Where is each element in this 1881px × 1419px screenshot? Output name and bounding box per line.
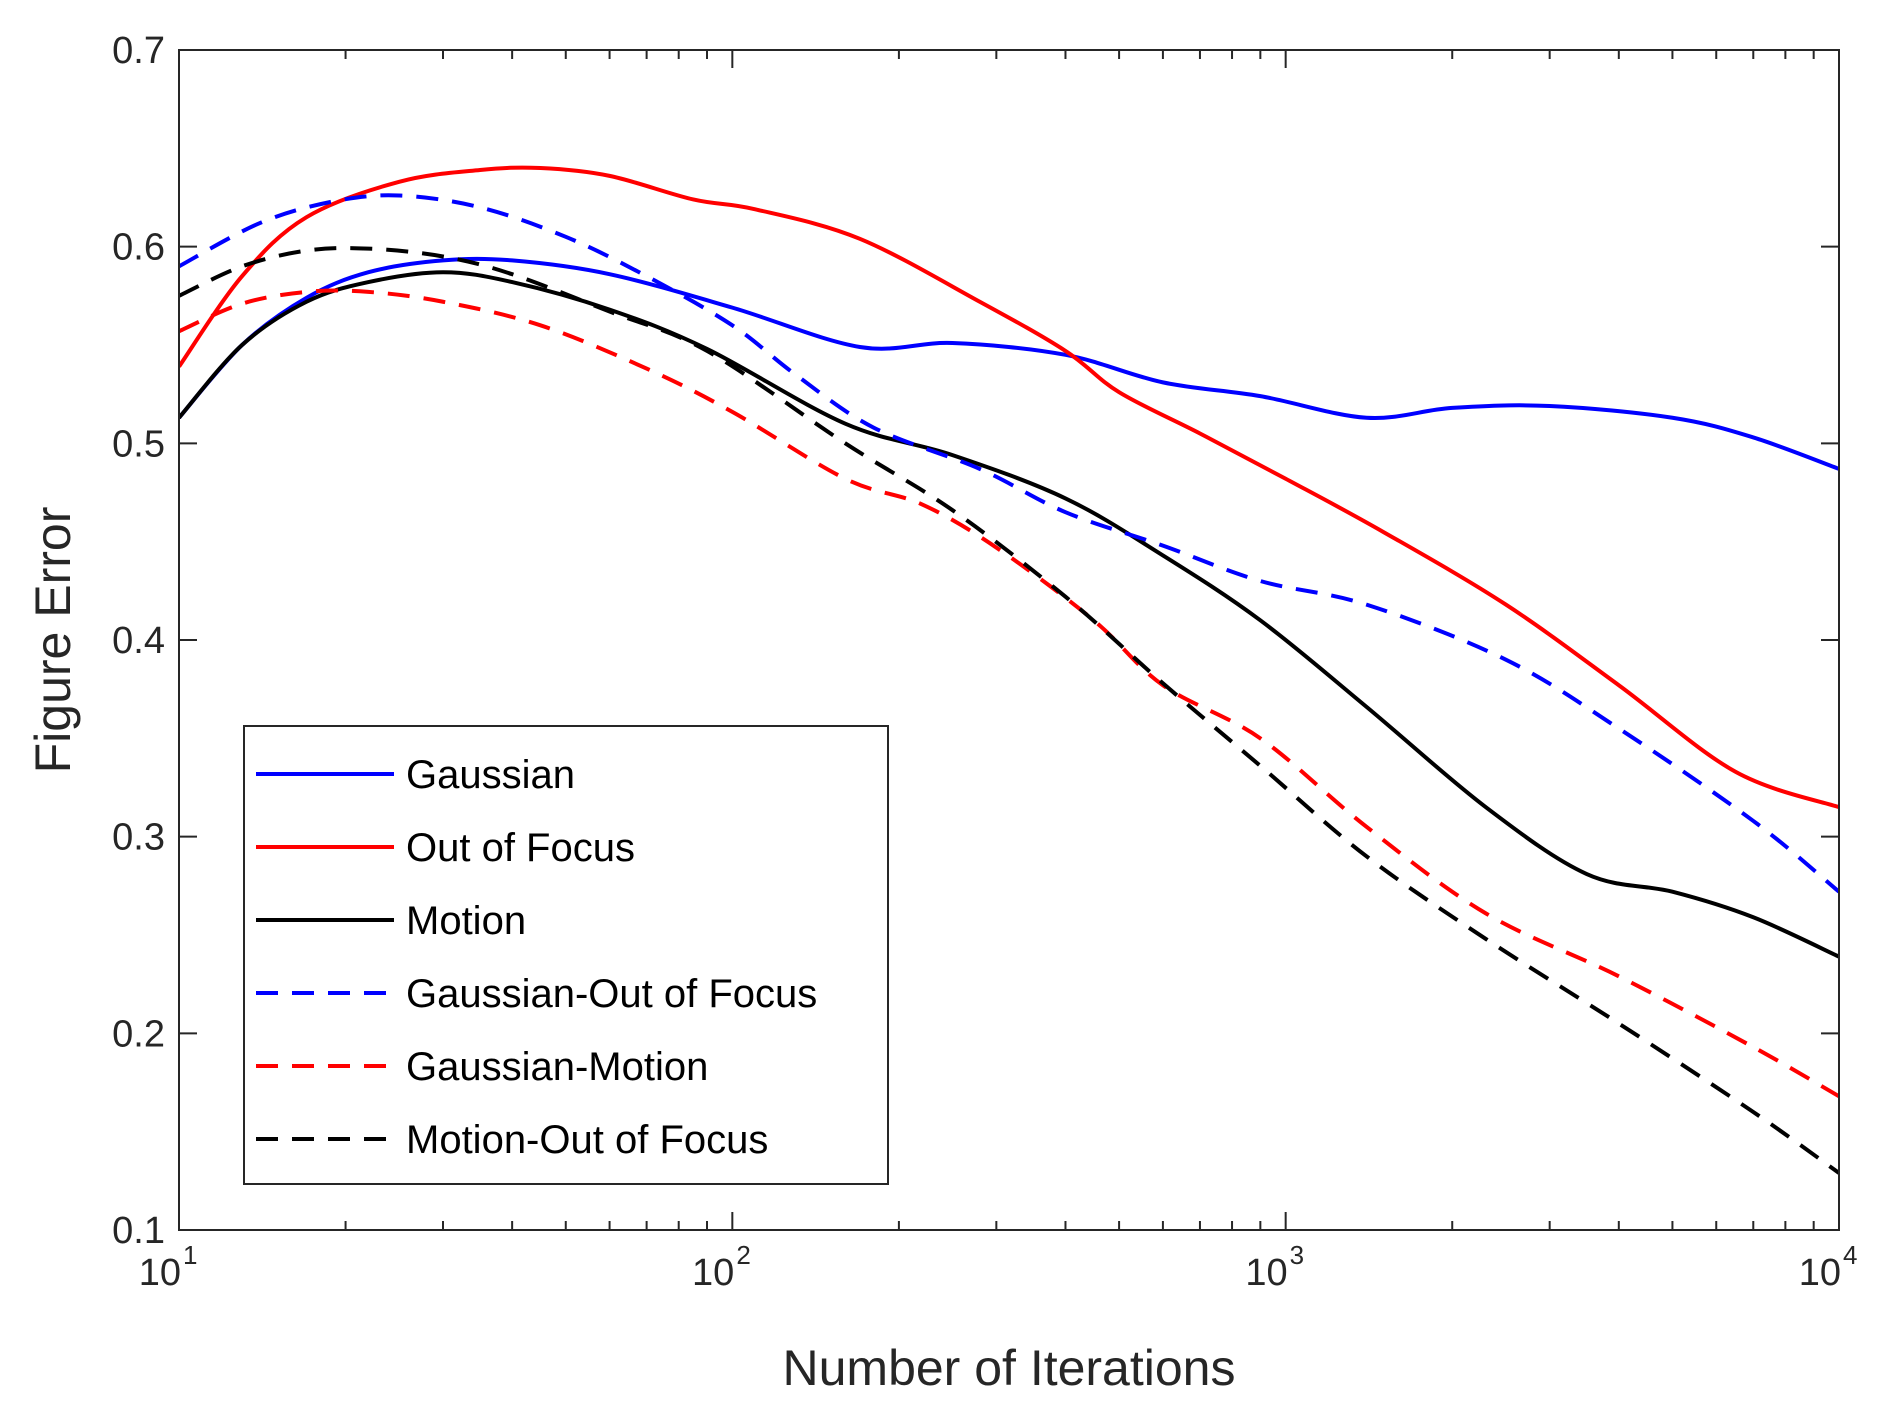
series-line-out-of-focus [179, 165, 1839, 810]
x-tick-label: 10 2 [692, 1240, 751, 1294]
legend-box [243, 725, 889, 1185]
y-tick-label: 0.3 [112, 817, 165, 859]
legend-label: Out of Focus [406, 826, 635, 870]
x-axis-label: Number of Iterations [783, 1340, 1236, 1396]
x-tick-label: 10 4 [1799, 1240, 1858, 1294]
legend-item-gaussian-out-of-focus: Gaussian-Out of Focus [256, 972, 817, 1016]
x-tick-base: 10 [1245, 1252, 1287, 1294]
legend-label: Gaussian [406, 753, 575, 797]
legend-item-motion: Motion [256, 899, 526, 943]
x-tick-exponent: 3 [1290, 1240, 1304, 1270]
legend-label: Gaussian-Out of Focus [406, 972, 817, 1016]
x-tick-base: 10 [1799, 1252, 1841, 1294]
x-tick-exponent: 2 [736, 1240, 750, 1270]
y-tick-label: 0.1 [112, 1210, 165, 1252]
y-tick-labels: 0.1 0.2 0.3 0.4 0.5 0.6 0.7 [112, 30, 165, 1252]
y-tick-label: 0.6 [112, 227, 165, 269]
y-axis-label: Figure Error [25, 507, 81, 774]
y-tick-label: 0.5 [112, 423, 165, 465]
series-layer [179, 165, 1839, 1175]
y-tick-label: 0.4 [112, 620, 165, 662]
y-tick-label: 0.7 [112, 30, 165, 72]
legend-item-out-of-focus: Out of Focus [256, 826, 635, 870]
series-line-gaussian [179, 256, 1839, 471]
legend-item-gaussian: Gaussian [256, 753, 575, 797]
legend-item-gaussian-motion: Gaussian-Motion [256, 1045, 708, 1089]
legend-label: Motion-Out of Focus [406, 1118, 768, 1162]
series-line-gaussian-motion [179, 288, 1839, 1099]
series-line-motion-out-of-focus [179, 246, 1839, 1175]
legend-label: Gaussian-Motion [406, 1045, 708, 1089]
legend-item-motion-out-of-focus: Motion-Out of Focus [256, 1118, 768, 1162]
x-tick-base: 10 [139, 1252, 181, 1294]
tick-marks [178, 49, 1840, 1231]
x-tick-exponent: 1 [183, 1240, 197, 1270]
x-tick-exponent: 4 [1843, 1240, 1857, 1270]
series-line-motion [179, 270, 1839, 959]
x-tick-label: 10 1 [139, 1240, 198, 1294]
x-tick-base: 10 [692, 1252, 734, 1294]
legend: Gaussian Out of Focus Motion Gaussian-Out o… [243, 725, 889, 1185]
x-tick-label: 10 3 [1245, 1240, 1304, 1294]
y-tick-label: 0.2 [112, 1013, 165, 1055]
legend-label: Motion [406, 899, 526, 943]
series-line-gaussian-out-of-focus [179, 193, 1839, 894]
x-tick-labels: 10 1 10 2 10 3 10 4 [139, 1240, 1858, 1294]
